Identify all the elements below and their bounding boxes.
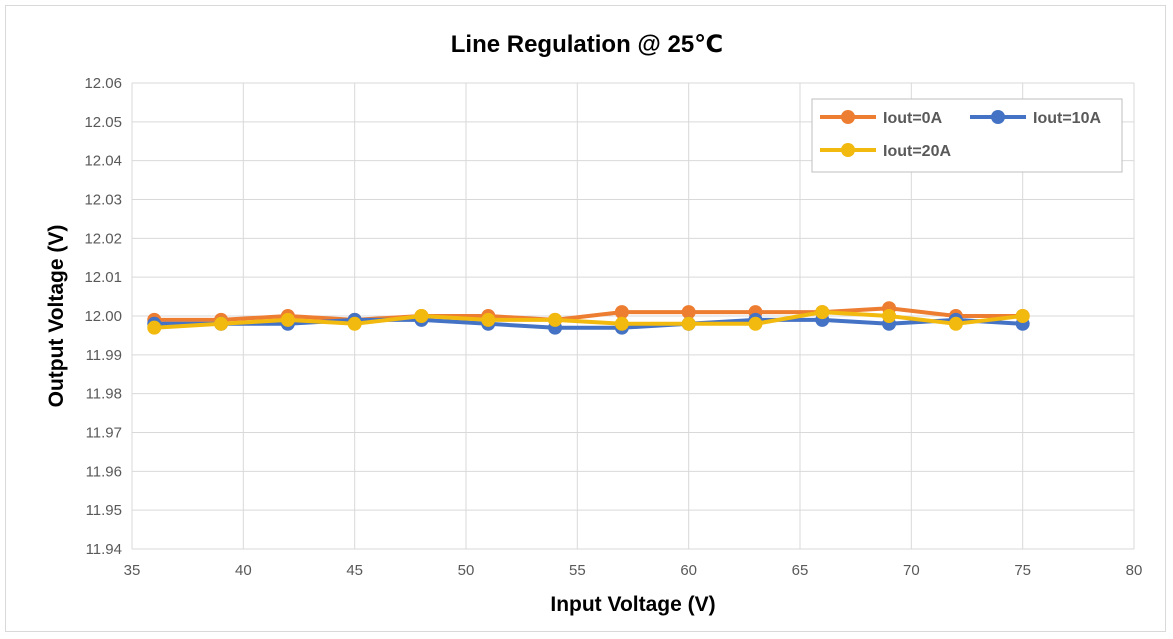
data-point [882,309,897,323]
legend-marker [841,143,855,157]
data-point [214,316,229,331]
y-axis-title: Output Voltage (V) [45,225,68,408]
y-tick-label: 12.02 [84,230,122,247]
y-tick-label: 12.00 [84,308,122,325]
legend-item: Iout=0A [820,110,943,127]
data-point [748,316,763,331]
legend-marker [991,110,1005,124]
y-tick-label: 11.95 [86,502,122,519]
y-tick-label: 12.03 [84,192,122,209]
y-tick-label: 12.01 [84,269,122,286]
data-point [280,312,295,327]
series-line [154,306,1023,322]
x-tick-label: 60 [680,562,697,579]
x-tick-label: 45 [346,562,363,579]
x-axis-title: Input Voltage (V) [550,593,715,616]
y-tick-label: 11.97 [86,425,122,442]
x-tick-label: 75 [1014,562,1031,579]
y-tick-label: 12.05 [84,114,122,131]
y-tick-label: 11.96 [86,463,122,480]
y-tick-label: 12.04 [84,153,122,170]
data-point [681,305,696,320]
data-point [815,305,830,320]
data-point [948,316,963,331]
x-tick-label: 80 [1126,562,1143,579]
data-point [614,305,629,320]
x-tick-label: 40 [235,562,252,579]
chart-title: Line Regulation @ 25℃ [451,31,724,58]
data-point [614,316,629,331]
series-iout-20a [147,305,1030,335]
data-point [481,312,496,327]
legend-label: Iout=10A [1033,110,1101,127]
x-axis-tick-labels: 35 40 45 50 55 60 65 70 75 80 [124,562,1143,579]
y-tick-label: 12.06 [84,75,122,92]
y-tick-label: 11.98 [86,386,122,403]
legend-item: Iout=10A [970,110,1101,127]
data-point [681,316,696,331]
legend-label: Iout=0A [883,110,943,127]
legend: Iout=0A Iout=10A Iout=20A [811,98,1123,173]
data-point [414,309,429,323]
legend-item: Iout=20A [820,143,951,160]
y-axis-tick-labels: 11.94 11.95 11.96 11.97 11.98 11.99 12.00 12.01… [84,75,122,558]
series-line [154,310,1023,330]
legend-box [811,98,1123,173]
legend-label: Iout=20A [883,143,951,160]
x-tick-label: 65 [792,562,809,579]
data-point [347,316,362,331]
x-tick-label: 70 [903,562,920,579]
y-tick-label: 11.99 [86,347,122,364]
data-point [147,320,162,335]
series-group [147,301,1030,335]
x-tick-label: 50 [458,562,475,579]
series-line [154,317,1023,330]
x-tick-label: 35 [124,562,141,579]
x-tick-label: 55 [569,562,586,579]
data-point [1015,309,1030,323]
legend-marker [841,110,855,124]
y-tick-label: 11.94 [86,541,122,558]
data-point [548,312,563,327]
